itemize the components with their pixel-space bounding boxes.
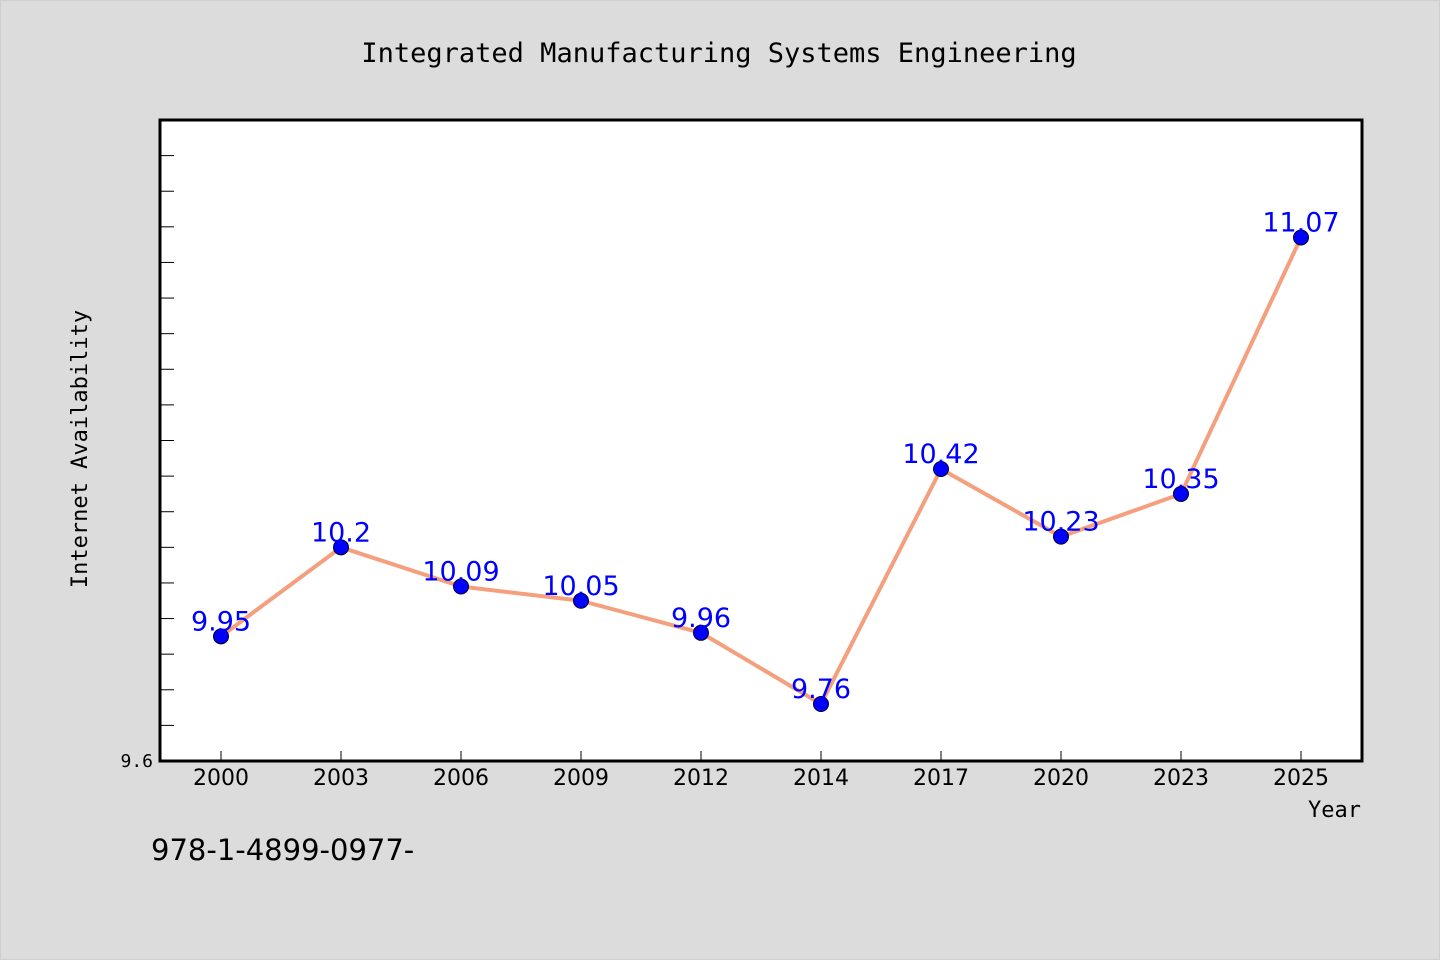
data-label: 10.35 [1142, 464, 1219, 495]
x-tick-label: 2014 [793, 766, 849, 791]
data-point [453, 578, 469, 595]
data-point [573, 592, 589, 609]
plot-area [158, 118, 1364, 763]
x-tick-label: 2023 [1153, 766, 1209, 791]
data-point [933, 460, 949, 477]
data-label: 9.95 [191, 606, 251, 637]
footer-note: 978-1-4899-0977- [151, 833, 415, 867]
data-label: 10.2 [311, 517, 371, 548]
x-tick-label: 2017 [913, 766, 969, 791]
data-label: 10.42 [902, 439, 979, 470]
x-tick-label: 2020 [1033, 766, 1089, 791]
x-axis-ticks: 2000 2003 2006 2009 2012 2014 2017 2020 2023 2025 [193, 751, 1329, 791]
series-layer: 9.95 10.2 10.09 10.05 9.96 9.76 10.42 10.23 10.3… [191, 208, 1340, 713]
y-axis-ticks: 9.6 [120, 155, 174, 772]
data-point [333, 539, 349, 556]
x-tick-label: 2006 [433, 766, 489, 791]
data-label: 10.23 [1022, 507, 1099, 538]
data-point [1173, 485, 1189, 502]
data-point [1053, 528, 1069, 545]
x-tick-label: 2025 [1273, 766, 1329, 791]
data-label: 9.76 [791, 674, 851, 705]
data-point [1293, 229, 1309, 246]
data-label: 11.07 [1262, 208, 1339, 239]
y-axis-label: Internet Availability [68, 310, 93, 588]
x-tick-label: 2012 [673, 766, 729, 791]
y-tick-label: 9.6 [120, 751, 153, 772]
x-tick-label: 2009 [553, 766, 609, 791]
x-tick-label: 2003 [313, 766, 369, 791]
x-tick-label: 2000 [193, 766, 249, 791]
data-label: 10.05 [542, 571, 619, 602]
series-line [219, 236, 1303, 707]
data-label: 9.96 [671, 603, 731, 634]
chart-title: Integrated Manufacturing Systems Enginee… [361, 38, 1076, 69]
data-point [813, 696, 829, 713]
data-point [693, 624, 709, 641]
x-axis-label: Year [1308, 798, 1361, 823]
data-point [213, 628, 229, 645]
data-label: 10.09 [422, 557, 499, 588]
